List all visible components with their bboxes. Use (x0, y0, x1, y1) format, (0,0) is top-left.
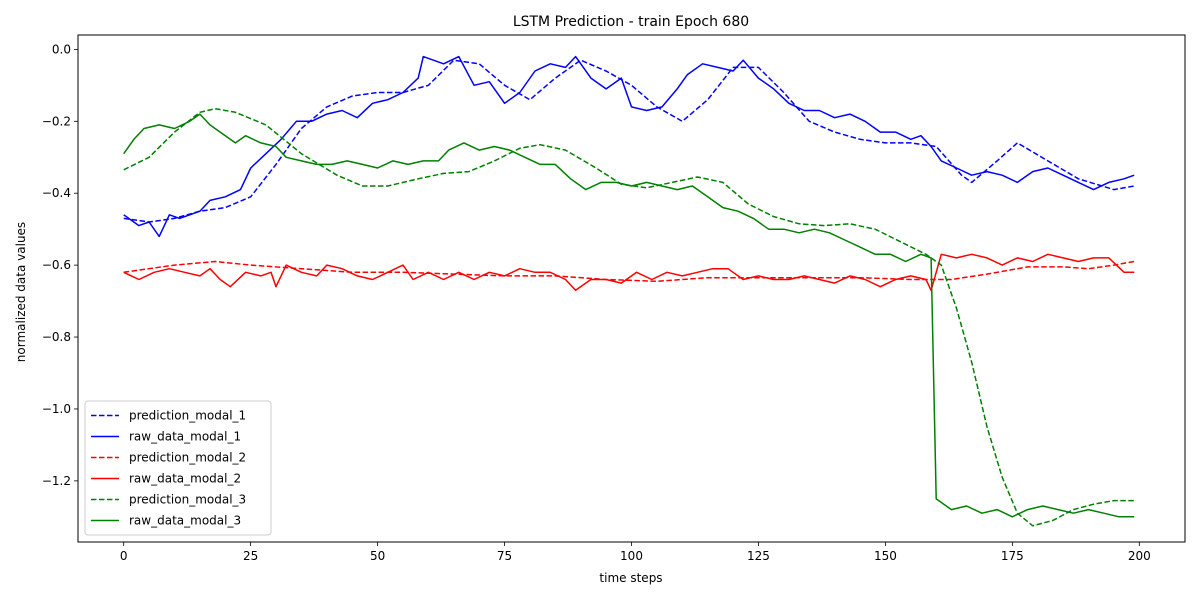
x-tick-label: 75 (497, 549, 512, 563)
legend: prediction_modal_1 raw_data_modal_1predic… (84, 400, 272, 536)
legend-entry-label: raw_data_modal_2 (129, 472, 241, 486)
legend-box (84, 400, 272, 536)
series-line-4 (123, 253, 1135, 292)
y-tick-label: −0.6 (42, 258, 71, 272)
legend-entry-label: raw_data_modal_3 (129, 514, 241, 528)
x-tick-label: 100 (620, 549, 643, 563)
ticks-layer: 0 25 50 75 100 125 150 175 200 0.0 −0.2 −0.4 −0.6 −0.… (42, 42, 1151, 563)
series-line-2 (123, 55, 1135, 238)
y-tick-label: 0.0 (52, 42, 71, 56)
legend-entry-label: prediction_modal_3 (129, 493, 246, 507)
x-tick-label: 25 (243, 549, 258, 563)
x-tick-label: 200 (1128, 549, 1151, 563)
y-tick-label: −1.0 (42, 402, 71, 416)
series-layer (123, 55, 1135, 527)
x-tick-label: 175 (1001, 549, 1024, 563)
x-tick-label: 125 (747, 549, 770, 563)
y-axis-label: normalized data values (14, 222, 28, 362)
y-tick-label: −0.2 (42, 114, 71, 128)
y-tick-label: −0.4 (42, 186, 71, 200)
series-line-5 (123, 107, 1135, 527)
series-line-1 (123, 59, 1135, 223)
chart-title: LSTM Prediction - train Epoch 680 (513, 14, 749, 30)
x-tick-label: 150 (874, 549, 897, 563)
series-line-6 (123, 113, 1135, 518)
legend-entry-label: raw_data_modal_1 (129, 430, 241, 444)
legend-entry-label: prediction_modal_2 (129, 451, 246, 465)
x-axis-label: time steps (599, 571, 662, 585)
y-tick-label: −1.2 (42, 474, 71, 488)
legend-entry-label: prediction_modal_1 (129, 409, 246, 423)
y-tick-label: −0.8 (42, 330, 71, 344)
x-tick-label: 50 (370, 549, 385, 563)
x-tick-label: 0 (120, 549, 128, 563)
